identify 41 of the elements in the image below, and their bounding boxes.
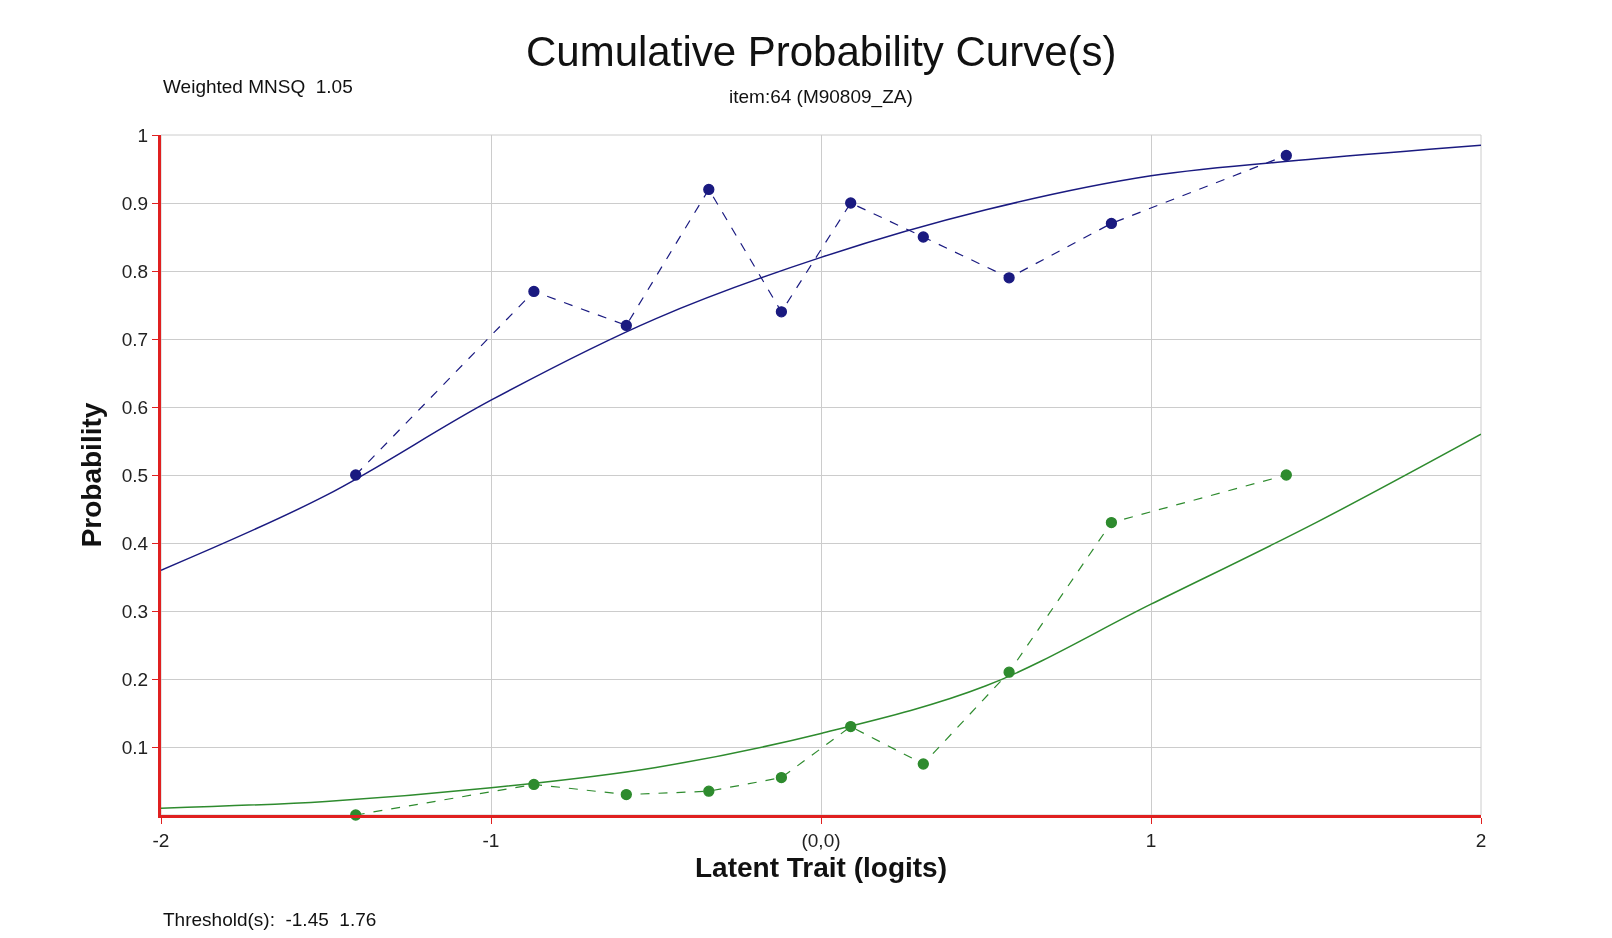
point [775,771,788,784]
x-tick-label: -2 [152,829,170,851]
y-tick-label: 0.8 [121,260,149,282]
chart-subtitle: item:64 (M90809_ZA) [729,86,913,108]
y-tick-label: 0.5 [121,464,149,486]
point [528,285,540,298]
point [1105,516,1118,529]
point [1003,666,1015,678]
text: Threshold(s): -1.45 1.76 [163,909,377,930]
x-tick-label: -1 [482,829,500,851]
point [845,197,857,209]
point [775,306,788,318]
point [620,788,632,801]
y-axis-title: Probability [76,402,108,548]
y-tick-label: 0.4 [121,532,149,554]
y-tick-label: 1 [137,124,149,146]
point [1105,217,1118,230]
point [350,469,362,481]
point [620,319,632,332]
x-axis-title: Latent Trait (logits) [695,851,947,883]
y-tick-label: 0.3 [121,600,149,622]
y-tick-label: 0.6 [121,396,149,418]
point [1003,272,1015,284]
y-tick-label: 0.7 [121,328,149,350]
point [1280,469,1292,481]
x-tick-label: (0,0) [801,829,841,851]
point [917,758,929,770]
point [917,231,929,243]
point [1280,149,1292,162]
y-tick-label: 0.1 [121,736,149,758]
x-tick-label: 1 [1145,829,1157,851]
y-tick-label: 0.2 [121,668,149,690]
chart-title: Cumulative Probability Curve(s) [526,28,1117,75]
point [845,720,857,733]
point [703,785,715,797]
text: Weighted MNSQ 1.05 [163,76,353,97]
line-series [161,144,1481,571]
point [528,778,540,791]
y-tick-label: 0.9 [121,192,149,214]
point [703,183,715,196]
x-tick-label: 2 [1475,829,1487,851]
